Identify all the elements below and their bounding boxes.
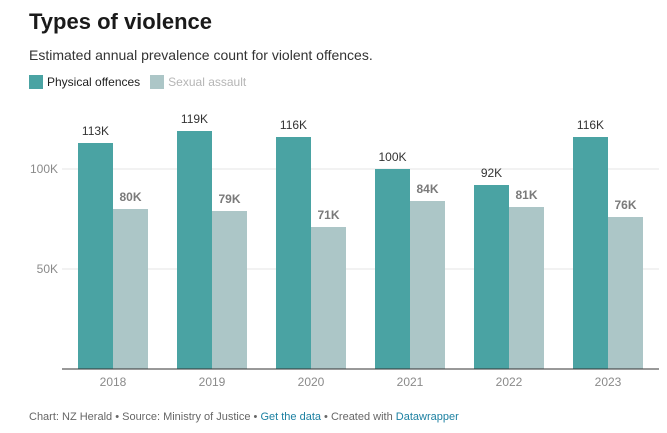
data-label: 92K [481,166,502,180]
chart-title: Types of violence [29,9,212,34]
bar-sexual [212,211,247,369]
bar-sexual [311,227,346,369]
data-label: 71K [317,208,339,222]
data-label: 79K [218,192,240,206]
legend-item-sexual[interactable]: Sexual assault [150,75,246,89]
data-label: 116K [280,118,307,132]
x-tick-label: 2020 [298,375,325,389]
legend-label-sexual: Sexual assault [168,75,247,89]
bar-sexual [608,217,643,369]
footer-created-with: Created with [330,411,396,423]
bar-physical [474,185,509,369]
data-label: 100K [378,150,406,164]
x-tick-label: 2018 [100,375,127,389]
bar-physical [573,137,608,369]
chart-footer: Chart: NZ Herald • Source: Ministry of J… [29,411,459,423]
y-tick-label: 100K [30,162,58,176]
chart-subtitle: Estimated annual prevalence count for vi… [29,47,373,63]
legend: Physical offences Sexual assault [29,75,246,89]
legend-label-physical: Physical offences [47,75,141,89]
legend-swatch-sexual [150,75,165,89]
data-label: 113K [82,124,109,138]
legend-item-physical[interactable]: Physical offences [29,75,140,89]
bar-sexual [410,201,445,369]
y-tick-label: 50K [37,262,58,276]
footer-source: Source: Ministry of Justice [122,411,251,423]
legend-swatch-physical [29,75,43,89]
data-label: 84K [416,182,438,196]
data-label: 119K [181,112,208,126]
get-the-data-link[interactable]: Get the data [260,411,321,423]
data-label: 81K [515,188,537,202]
data-label: 76K [614,198,636,212]
bar-sexual [113,209,148,369]
bar-physical [375,169,410,369]
data-label: 116K [577,118,604,132]
bar-physical [78,143,113,369]
x-tick-label: 2023 [595,375,622,389]
bar-sexual [509,207,544,369]
x-tick-label: 2022 [496,375,523,389]
bar-physical [276,137,311,369]
footer-separator: • [250,411,261,423]
x-tick-label: 2019 [199,375,226,389]
datawrapper-link[interactable]: Datawrapper [395,411,459,423]
data-label: 80K [119,190,141,204]
footer-separator: • [321,411,331,423]
bar-physical [177,131,212,369]
x-tick-label: 2021 [397,375,424,389]
footer-separator: • [112,411,123,423]
footer-credit: Chart: NZ Herald [29,411,113,423]
